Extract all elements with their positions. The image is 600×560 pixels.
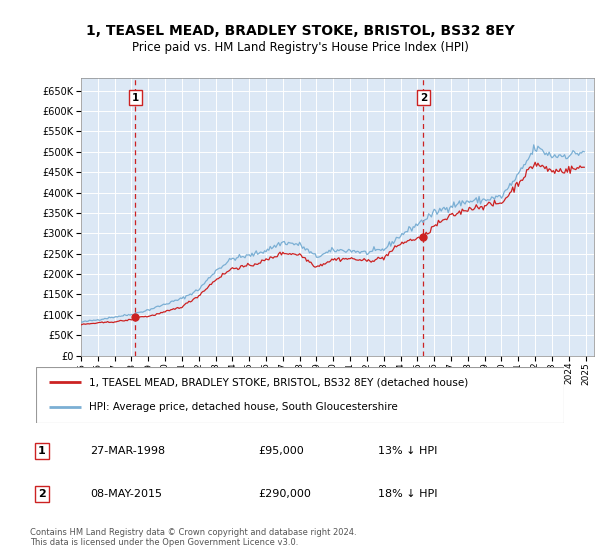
Text: 1, TEASEL MEAD, BRADLEY STOKE, BRISTOL, BS32 8EY: 1, TEASEL MEAD, BRADLEY STOKE, BRISTOL, … bbox=[86, 24, 514, 38]
Text: 18% ↓ HPI: 18% ↓ HPI bbox=[378, 489, 437, 499]
Text: 27-MAR-1998: 27-MAR-1998 bbox=[90, 446, 165, 456]
Text: 1, TEASEL MEAD, BRADLEY STOKE, BRISTOL, BS32 8EY (detached house): 1, TEASEL MEAD, BRADLEY STOKE, BRISTOL, … bbox=[89, 377, 468, 388]
Text: £95,000: £95,000 bbox=[258, 446, 304, 456]
Text: 2: 2 bbox=[420, 93, 427, 103]
Text: £290,000: £290,000 bbox=[258, 489, 311, 499]
Text: 13% ↓ HPI: 13% ↓ HPI bbox=[378, 446, 437, 456]
Text: Contains HM Land Registry data © Crown copyright and database right 2024.
This d: Contains HM Land Registry data © Crown c… bbox=[30, 528, 356, 547]
Text: 1: 1 bbox=[38, 446, 46, 456]
Text: 1: 1 bbox=[132, 93, 139, 103]
Text: Price paid vs. HM Land Registry's House Price Index (HPI): Price paid vs. HM Land Registry's House … bbox=[131, 41, 469, 54]
Text: 08-MAY-2015: 08-MAY-2015 bbox=[90, 489, 162, 499]
Text: HPI: Average price, detached house, South Gloucestershire: HPI: Average price, detached house, Sout… bbox=[89, 402, 398, 412]
FancyBboxPatch shape bbox=[36, 367, 564, 423]
Text: 2: 2 bbox=[38, 489, 46, 499]
